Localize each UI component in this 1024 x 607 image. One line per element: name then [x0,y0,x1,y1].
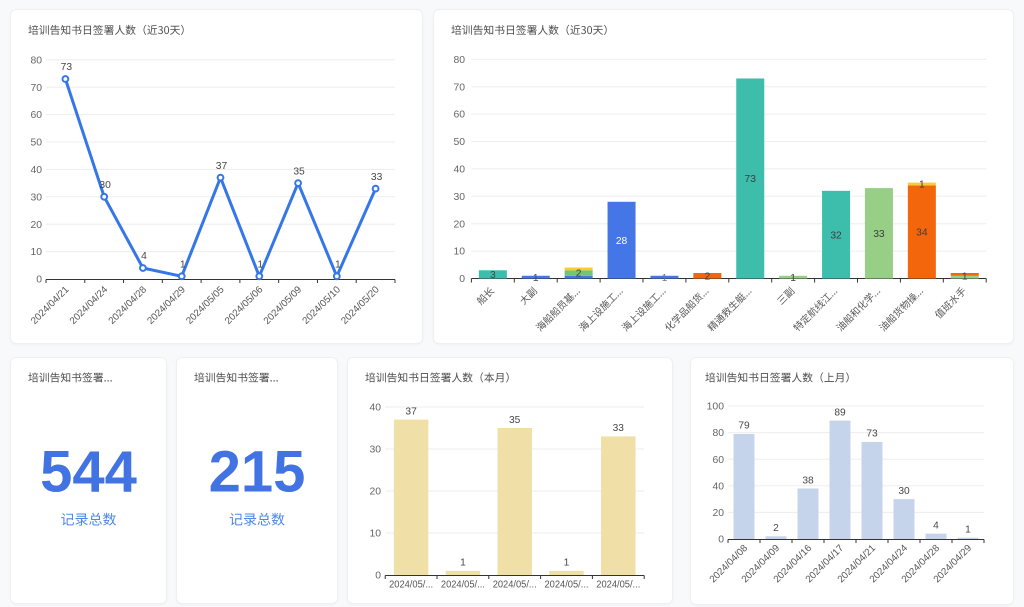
svg-text:1: 1 [564,558,570,569]
svg-text:2024/05/06: 2024/05/06 [223,284,266,327]
svg-text:0: 0 [718,535,724,546]
svg-text:10: 10 [453,247,465,258]
svg-text:50: 50 [453,137,465,148]
svg-text:34: 34 [916,228,928,239]
svg-text:89: 89 [834,407,846,418]
svg-text:73: 73 [866,429,878,440]
svg-text:20: 20 [712,508,724,519]
svg-text:2024/05/10: 2024/05/10 [300,284,343,327]
svg-text:10: 10 [369,529,381,540]
svg-text:38: 38 [802,475,814,486]
svg-text:4: 4 [933,520,939,531]
svg-text:70: 70 [30,83,42,94]
svg-text:79: 79 [738,421,750,432]
svg-text:30: 30 [30,192,42,203]
svg-text:1: 1 [533,273,539,284]
svg-text:80: 80 [453,55,465,66]
svg-text:100: 100 [707,402,725,413]
svg-text:0: 0 [459,274,465,285]
svg-text:1: 1 [257,259,263,270]
svg-text:40: 40 [712,481,724,492]
svg-text:0: 0 [375,571,381,582]
svg-text:80: 80 [30,55,42,66]
svg-text:40: 40 [453,165,465,176]
svg-text:30: 30 [99,180,111,191]
svg-text:33: 33 [371,172,383,183]
svg-text:33: 33 [613,423,625,434]
svg-text:30: 30 [369,445,381,456]
svg-text:2024/04/29: 2024/04/29 [145,284,187,326]
svg-text:2024/05/...: 2024/05/... [389,580,433,591]
svg-text:544: 544 [40,440,137,505]
svg-text:2024/05/...: 2024/05/... [596,580,640,591]
svg-text:20: 20 [453,219,465,230]
svg-text:28: 28 [616,236,628,247]
svg-text:2024/04/21: 2024/04/21 [29,284,71,326]
svg-text:60: 60 [453,110,465,121]
svg-text:1: 1 [790,273,796,284]
svg-text:40: 40 [369,403,381,414]
svg-text:60: 60 [30,110,42,121]
svg-text:215: 215 [209,440,306,505]
svg-text:2024/05/...: 2024/05/... [441,580,485,591]
svg-text:2024/05/...: 2024/05/... [493,580,537,591]
svg-text:1: 1 [965,524,971,535]
svg-text:1: 1 [335,259,341,270]
svg-text:2024/04/24: 2024/04/24 [68,284,111,327]
svg-text:1: 1 [962,271,968,282]
svg-text:10: 10 [30,247,42,258]
svg-text:73: 73 [745,174,757,185]
svg-text:70: 70 [453,82,465,93]
svg-text:40: 40 [30,165,42,176]
svg-text:30: 30 [453,192,465,203]
svg-text:2024/05/...: 2024/05/... [545,580,589,591]
svg-text:3: 3 [490,270,496,281]
svg-text:2: 2 [704,271,710,282]
svg-text:0: 0 [36,275,42,286]
svg-text:2024/04/28: 2024/04/28 [107,284,150,327]
svg-text:2: 2 [576,269,582,280]
svg-text:1: 1 [662,273,668,284]
svg-text:30: 30 [898,486,910,497]
svg-text:20: 20 [30,220,42,231]
svg-text:50: 50 [30,138,42,149]
svg-text:73: 73 [61,62,73,73]
svg-text:1: 1 [919,180,925,191]
svg-text:80: 80 [712,428,724,439]
svg-text:2024/05/05: 2024/05/05 [184,284,227,327]
svg-text:32: 32 [830,230,842,241]
svg-text:2024/05/20: 2024/05/20 [339,284,382,327]
svg-text:20: 20 [369,487,381,498]
svg-text:35: 35 [293,166,305,177]
svg-text:2024/05/09: 2024/05/09 [262,284,304,326]
svg-text:35: 35 [509,415,521,426]
svg-text:33: 33 [873,229,885,240]
svg-text:60: 60 [712,455,724,466]
svg-text:1: 1 [460,558,466,569]
svg-text:37: 37 [405,406,417,417]
svg-text:4: 4 [141,251,147,262]
svg-text:37: 37 [216,161,228,172]
svg-text:1: 1 [180,259,186,270]
svg-text:2: 2 [773,523,779,534]
